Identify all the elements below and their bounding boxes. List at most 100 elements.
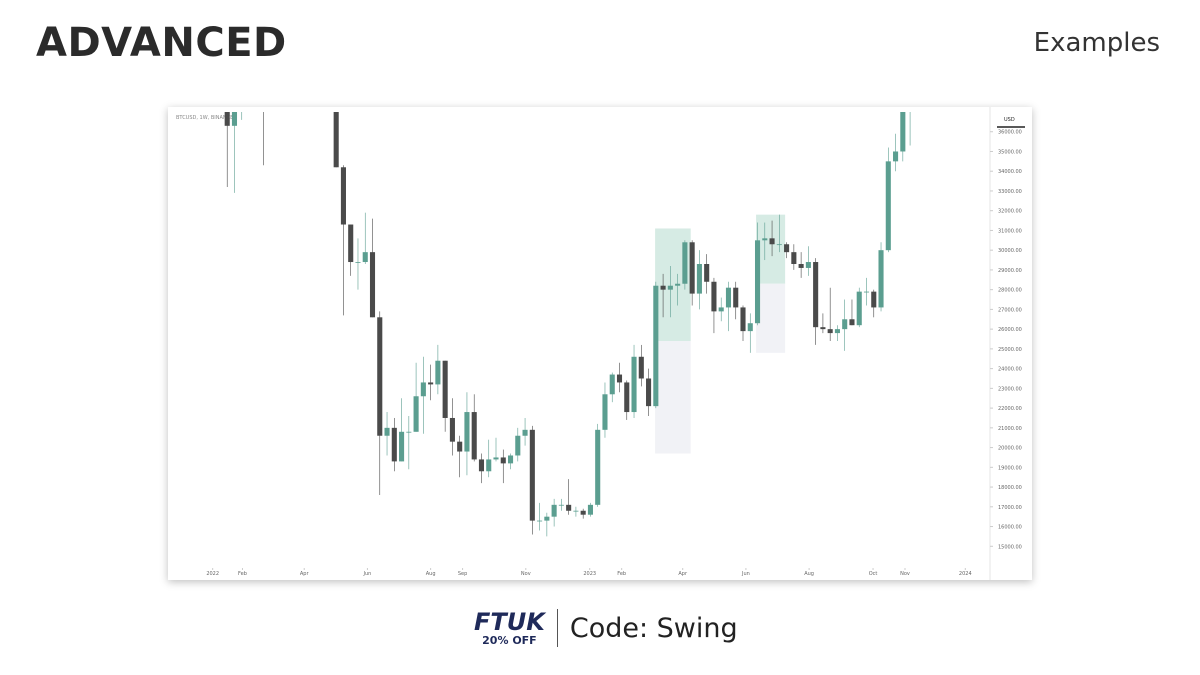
candle-body (224, 112, 230, 126)
y-tick-label: 15000.00 (998, 544, 1022, 550)
candle-body (435, 360, 441, 385)
candle-body (333, 112, 339, 168)
candle-body (355, 262, 361, 263)
x-tick-label: Nov (900, 571, 910, 577)
candle-body (667, 285, 673, 290)
chart: BTCUSD, 1W, BINANCE USD 15000.00 16000.00… (176, 107, 1025, 580)
candle-body (878, 250, 884, 308)
candle-body (507, 455, 514, 464)
candle-body (566, 504, 572, 511)
candle-body (849, 319, 855, 326)
candle-body (406, 431, 412, 433)
candle-body (580, 510, 586, 515)
zone (756, 214, 786, 284)
candle-body (754, 240, 761, 324)
candle-body (893, 151, 899, 162)
y-tick-label: 24000.00 (998, 367, 1022, 373)
y-tick-label: 16000.00 (998, 525, 1022, 531)
x-tick-label: Jun (741, 571, 750, 577)
y-tick-label: 33000.00 (998, 189, 1022, 195)
candle-body (631, 356, 637, 413)
x-tick-label: Sep (458, 571, 467, 577)
promo-code: Code: Swing (569, 612, 738, 644)
x-tick-label: 2023 (583, 571, 596, 577)
candle-body (689, 242, 695, 294)
candle-body (725, 287, 732, 308)
candle-body (733, 287, 739, 308)
y-tick-label: 32000.00 (998, 209, 1022, 215)
title: ADVANCED (36, 20, 287, 66)
brand-name: FTUK (474, 607, 545, 636)
candle-body (515, 435, 521, 456)
y-tick-label: 27000.00 (998, 307, 1022, 313)
separator (556, 609, 558, 647)
y-tick-label: 30000.00 (998, 248, 1022, 254)
chart-frame: BTCUSD, 1W, BINANCE USD 15000.00 16000.00… (168, 107, 1032, 580)
candle-body (638, 356, 644, 379)
candle-body (500, 457, 506, 464)
candle-body (624, 382, 630, 413)
candle-body (696, 264, 702, 294)
candle-body (740, 307, 746, 332)
x-tick-label: Apr (678, 571, 688, 577)
footer: FTUK 20% OFF Code: Swing (474, 608, 738, 648)
zone (655, 340, 691, 454)
x-tick-label: Jun (363, 571, 372, 577)
currency: USD (1004, 117, 1015, 123)
candle-body (391, 427, 397, 462)
candle-body (609, 374, 615, 395)
candle-body (704, 264, 710, 282)
candle-body (856, 291, 862, 326)
candle-body (682, 242, 688, 284)
candle-body (871, 291, 877, 308)
candle-body (602, 394, 608, 430)
candle-body (449, 417, 455, 442)
candle-body (718, 307, 724, 312)
candle-body (813, 262, 819, 328)
candle-body (457, 441, 463, 452)
candle-body (834, 329, 840, 334)
candle-body (399, 431, 405, 462)
promo: 20% OFF (482, 633, 537, 647)
subtitle: Examples (1033, 28, 1160, 58)
candle-body (493, 457, 499, 460)
candle-body (885, 161, 891, 251)
y-tick-label: 29000.00 (998, 268, 1022, 274)
zone (756, 283, 786, 353)
candle-body (616, 374, 623, 383)
candle-body (776, 244, 782, 246)
brand: FTUK 20% OFF (474, 610, 545, 647)
candle-body (551, 504, 557, 517)
candle-body (908, 107, 913, 112)
candle-body (587, 504, 593, 515)
candle-body (413, 396, 419, 432)
candle-body (340, 167, 346, 225)
x-tick-label: Feb (617, 571, 626, 577)
candle-body (428, 382, 434, 385)
candle-body (231, 112, 238, 126)
y-tick-label: 28000.00 (998, 288, 1022, 294)
candle-body (362, 252, 368, 263)
candle-body (369, 252, 376, 318)
y-tick-label: 20000.00 (998, 446, 1022, 452)
y-tick-label: 18000.00 (998, 485, 1022, 491)
y-tick-label: 36000.00 (998, 130, 1022, 136)
candle-body (595, 429, 601, 505)
candle-body (573, 510, 579, 512)
x-tick-label: Oct (869, 571, 878, 577)
plot (224, 107, 913, 537)
candle-body (537, 520, 543, 522)
candle-body (863, 291, 870, 293)
candle-body (471, 412, 477, 460)
candle-body (827, 329, 833, 334)
x-tick-label: Aug (426, 571, 436, 577)
candle-body (464, 412, 470, 452)
x-tick-label: Apr (300, 571, 310, 577)
candle-body (348, 224, 354, 263)
candle-body (784, 244, 790, 253)
candle-body (805, 262, 811, 268)
y-tick-label: 22000.00 (998, 406, 1022, 412)
candle-body (544, 516, 550, 521)
candle-body (791, 252, 797, 264)
candle-body (675, 283, 681, 286)
